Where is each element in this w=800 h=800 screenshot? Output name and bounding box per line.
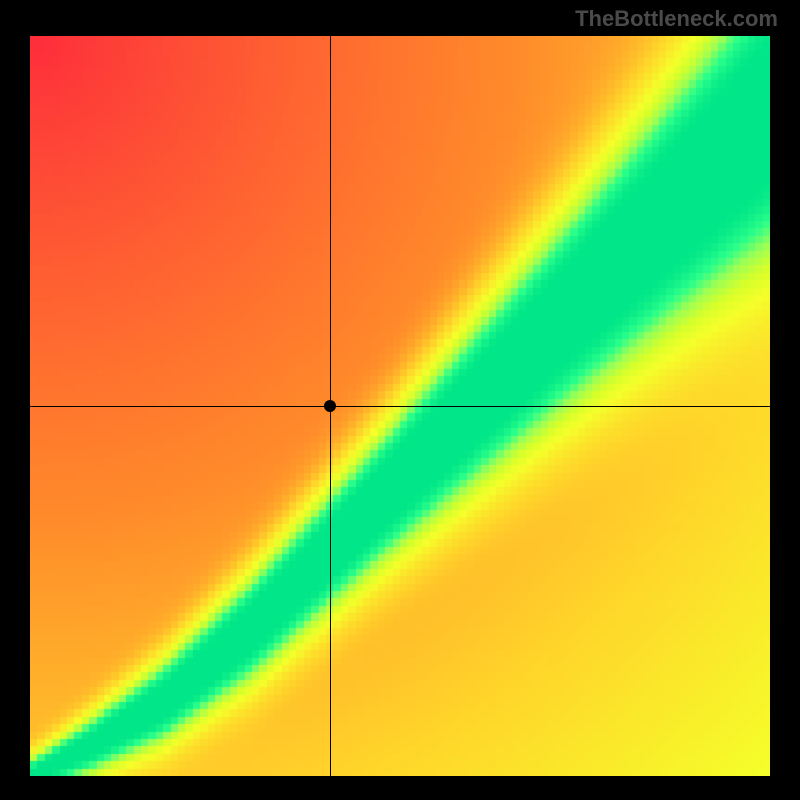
data-point-marker <box>324 400 336 412</box>
crosshair-horizontal <box>30 406 770 407</box>
plot-frame <box>30 36 770 776</box>
watermark-text: TheBottleneck.com <box>575 6 778 32</box>
chart-container: TheBottleneck.com <box>0 0 800 800</box>
